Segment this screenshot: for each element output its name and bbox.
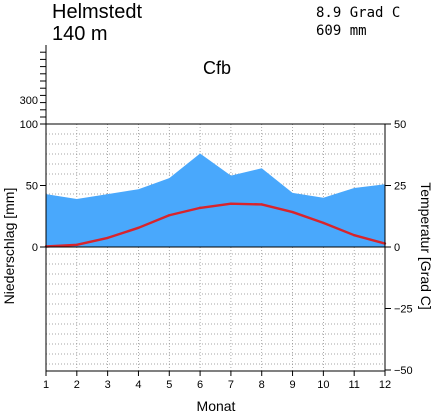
climate-class: Cfb xyxy=(203,58,231,78)
right-tick-label: 25 xyxy=(394,181,406,193)
x-tick-label: 2 xyxy=(74,379,80,391)
right-tick-label: 0 xyxy=(394,242,400,254)
temperature-series xyxy=(45,202,386,248)
annual-precipitation: 609 mm xyxy=(316,23,367,39)
x-tick-label: 7 xyxy=(228,379,234,391)
precipitation-area xyxy=(46,153,385,247)
axis-labels: Monat Niederschlag [mm] Temperatur [Grad… xyxy=(1,182,434,414)
upper-tick-label: 300 xyxy=(20,95,38,107)
x-tick-label: 8 xyxy=(259,379,265,391)
x-tick-label: 3 xyxy=(105,379,111,391)
temperature-point xyxy=(352,233,356,237)
right-axis-title: Temperatur [Grad C] xyxy=(418,182,434,310)
left-tick-label: 50 xyxy=(26,181,38,193)
x-tick-label: 5 xyxy=(166,379,172,391)
left-tick-label: 0 xyxy=(32,242,38,254)
x-tick-label: 1 xyxy=(43,379,49,391)
temperature-point xyxy=(198,206,202,210)
precipitation-fill xyxy=(46,153,385,247)
temperature-point xyxy=(322,221,325,225)
temperature-point xyxy=(291,210,294,214)
temperature-point xyxy=(168,214,171,217)
x-tick-label: 4 xyxy=(135,379,141,391)
temperature-point xyxy=(137,226,140,230)
temperature-point xyxy=(229,202,233,205)
temperature-point xyxy=(75,243,79,246)
mean-temperature: 8.9 Grad C xyxy=(316,5,400,21)
station-name: Helmstedt xyxy=(52,1,142,23)
station-elevation: 140 m xyxy=(52,23,108,45)
x-tick-label: 9 xyxy=(289,379,295,391)
x-tick-label: 10 xyxy=(317,379,329,391)
x-tick-label: 12 xyxy=(379,379,391,391)
right-tick-label: −50 xyxy=(394,365,413,377)
right-tick-label: −25 xyxy=(394,304,413,316)
left-tick-label: 100 xyxy=(20,119,38,131)
x-tick-label: 11 xyxy=(348,379,359,391)
x-axis-title: Monat xyxy=(197,398,236,414)
x-tick-label: 6 xyxy=(197,379,203,391)
temperature-point xyxy=(106,236,109,240)
temperature-point xyxy=(260,203,263,206)
right-tick-label: 50 xyxy=(394,119,406,131)
left-axis-title: Niederschlag [mm] xyxy=(1,188,17,305)
